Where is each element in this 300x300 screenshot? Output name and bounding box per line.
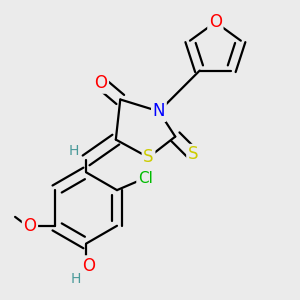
Text: N: N	[153, 102, 165, 120]
Text: Cl: Cl	[138, 171, 153, 186]
Text: O: O	[23, 217, 36, 235]
Text: H: H	[69, 145, 80, 158]
Text: O: O	[209, 13, 222, 31]
Text: O: O	[82, 257, 96, 275]
Text: O: O	[94, 74, 107, 92]
Text: S: S	[143, 148, 154, 166]
Text: H: H	[70, 272, 81, 286]
Text: S: S	[188, 146, 198, 164]
